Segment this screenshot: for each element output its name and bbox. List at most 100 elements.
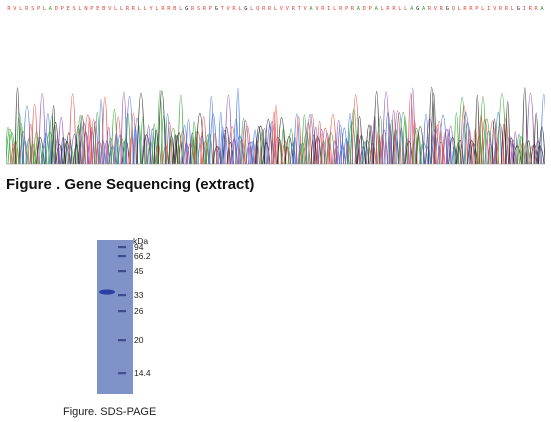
trace-peak — [523, 140, 530, 165]
trace-peak — [48, 116, 56, 165]
sequence-letter: R — [203, 6, 207, 12]
trace-peak — [494, 112, 503, 165]
trace-peak — [22, 105, 32, 165]
trace-peak — [484, 130, 493, 165]
sequence-letter: P — [345, 6, 348, 12]
sequence-letter: S — [72, 6, 75, 12]
trace-peak — [332, 140, 338, 165]
trace-peak — [453, 112, 460, 165]
sequence-letter: N — [84, 6, 87, 12]
sequence-letter: T — [298, 6, 302, 12]
trace-peak — [474, 94, 480, 165]
trace-peak — [220, 129, 229, 165]
marker-label: 45 — [134, 266, 144, 276]
marker-label: 26 — [134, 306, 144, 316]
sequence-letter: Q — [256, 6, 259, 12]
trace-peak — [219, 126, 226, 165]
sequence-letter: L — [511, 6, 514, 12]
trace-peak — [79, 123, 89, 165]
sequence-letter: G — [185, 6, 188, 12]
sequence-letter: E — [67, 6, 70, 12]
sequence-letter: L — [179, 6, 182, 12]
trace-peak — [445, 129, 452, 165]
sequence-letter: R — [292, 6, 296, 12]
trace-peak — [384, 111, 392, 165]
sequence-letter: R — [428, 6, 432, 12]
sequence-letter: L — [404, 6, 407, 12]
trace-peak — [114, 116, 122, 165]
sequence-letter: L — [19, 6, 22, 12]
sequence-letter: V — [315, 6, 319, 12]
sequence-letter: V — [286, 6, 290, 12]
trace-peak — [283, 146, 292, 165]
trace-peak — [177, 94, 185, 165]
trace-peak — [54, 138, 61, 165]
trace-peak — [390, 110, 397, 165]
sequence-letter: R — [440, 6, 444, 12]
trace-peak — [307, 114, 317, 165]
sequence-letter: A — [422, 6, 426, 12]
trace-peak — [243, 126, 252, 165]
sequence-letter: L — [138, 6, 141, 12]
trace-peak — [540, 93, 545, 165]
trace-peak — [505, 101, 511, 165]
trace-peak — [310, 134, 318, 165]
trace-peak — [409, 87, 416, 165]
trace-peak — [480, 118, 490, 165]
sequence-letter: R — [499, 6, 503, 12]
trace-peak — [168, 127, 178, 165]
trace-peak — [31, 103, 39, 165]
trace-peak — [326, 132, 336, 165]
sequence-letter: R — [126, 6, 130, 12]
sequence-letter: B — [102, 6, 105, 12]
trace-peak — [395, 112, 404, 165]
sequence-letter: R — [469, 6, 473, 12]
sequence-letter: V — [280, 6, 284, 12]
trace-peak — [224, 94, 233, 165]
sequence-letter: L — [481, 6, 484, 12]
sequence-letter: L — [457, 6, 460, 12]
sequence-letter: R — [167, 6, 171, 12]
sequence-letter: V — [493, 6, 497, 12]
trace-peak — [106, 138, 115, 165]
sequence-letter: A — [540, 6, 544, 12]
sequence-letter: R — [132, 6, 136, 12]
sequence-letter: I — [327, 6, 330, 12]
trace-peak — [526, 92, 535, 165]
trace-peak — [491, 118, 498, 165]
trace-peak — [248, 141, 255, 165]
sequence-letter: A — [49, 6, 53, 12]
sequence-letter: D — [55, 6, 58, 12]
sequence-letter: P — [37, 6, 40, 12]
trace-peak — [108, 145, 117, 165]
trace-peak — [256, 125, 266, 165]
trace-peak — [460, 105, 468, 165]
sequence-letter: D — [363, 6, 366, 12]
sequence-letter: Y — [149, 6, 153, 12]
sequence-letter: R — [386, 6, 390, 12]
trace-peak — [14, 87, 21, 165]
trace-peak — [466, 129, 473, 165]
trace-peak — [521, 87, 528, 165]
trace-peak — [277, 116, 286, 165]
trace-peak — [27, 124, 34, 165]
sequence-letter: R — [268, 6, 272, 12]
trace-peak — [289, 142, 297, 165]
trace-peak — [346, 112, 354, 165]
sequence-letter: R — [25, 6, 29, 12]
trace-peak — [38, 92, 47, 165]
sequence-letter: L — [144, 6, 147, 12]
trace-peak — [457, 96, 467, 165]
marker-band — [118, 255, 126, 258]
trace-peak — [321, 127, 330, 165]
trace-peak — [380, 129, 388, 165]
trace-peak — [266, 123, 275, 165]
sequence-letter: A — [357, 6, 361, 12]
sequence-letter: L — [114, 6, 117, 12]
marker-label: 14.4 — [134, 368, 151, 378]
marker-label: 66.2 — [134, 251, 151, 261]
trace-peak — [336, 125, 345, 165]
sequence-letter: L — [78, 6, 81, 12]
sequence-letter: R — [505, 6, 509, 12]
